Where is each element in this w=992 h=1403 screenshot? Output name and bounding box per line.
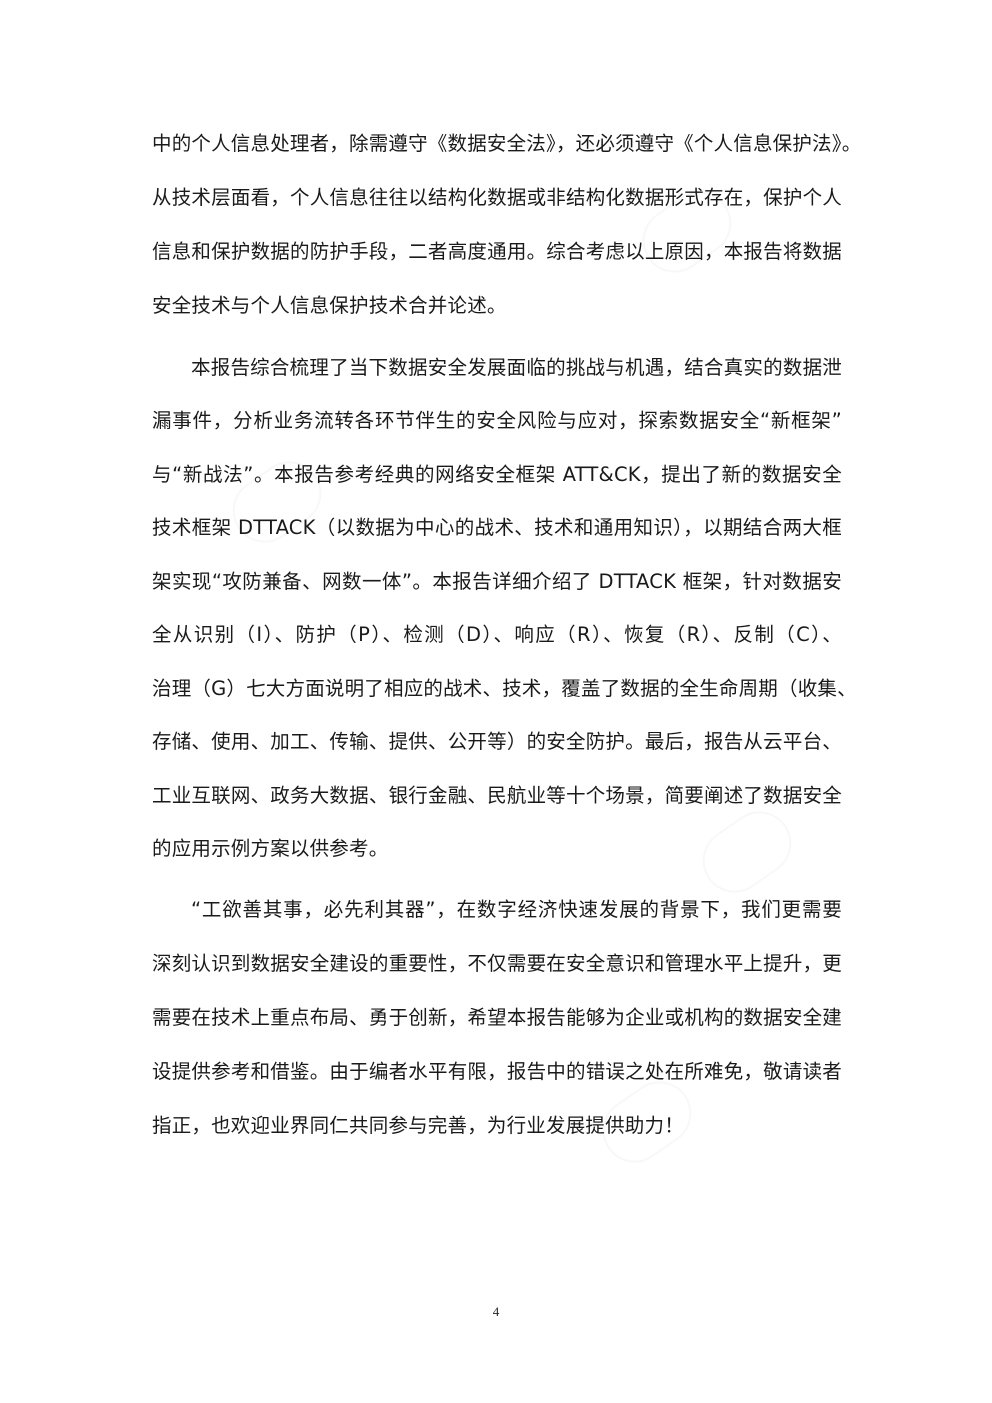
body-text-line: 技术框架 DTTACK（以数据为中心的战术、技术和通用知识），以期结合两大框 bbox=[152, 516, 842, 539]
body-text-line: 中的个人信息处理者，除需遵守《数据安全法》，还必须遵守《个人信息保护法》。 bbox=[152, 132, 862, 155]
body-text-line: 工业互联网、政务大数据、银行金融、民航业等十个场景，简要阐述了数据安全 bbox=[152, 784, 842, 807]
body-text-line: “工欲善其事，必先利其器”，在数字经济快速发展的背景下，我们更需要 bbox=[191, 898, 842, 921]
body-text-line: 需要在技术上重点布局、勇于创新，希望本报告能够为企业或机构的数据安全建 bbox=[152, 1006, 842, 1029]
body-text-line: 指正，也欢迎业界同仁共同参与完善，为行业发展提供助力！ bbox=[152, 1114, 684, 1137]
body-text-line: 存储、使用、加工、传输、提供、公开等）的安全防护。最后，报告从云平台、 bbox=[152, 730, 842, 753]
body-text-line: 从技术层面看，个人信息往往以结构化数据或非结构化数据形式存在，保护个人 bbox=[152, 186, 842, 209]
body-text-line: 漏事件，分析业务流转各环节伴生的安全风险与应对，探索数据安全“新框架” bbox=[152, 409, 842, 432]
body-text-line: 治理（G）七大方面说明了相应的战术、技术，覆盖了数据的全生命周期（收集、 bbox=[152, 677, 857, 700]
body-text-line: 深刻认识到数据安全建设的重要性，不仅需要在安全意识和管理水平上提升，更 bbox=[152, 952, 842, 975]
body-text-line: 全从识别（I）、防护（P）、检测（D）、响应（R）、恢复（R）、反制（C）、 bbox=[152, 623, 842, 646]
body-text-line: 与“新战法”。本报告参考经典的网络安全框架 ATT&CK，提出了新的数据安全 bbox=[152, 463, 842, 486]
body-text-line: 信息和保护数据的防护手段，二者高度通用。综合考虑以上原因，本报告将数据 bbox=[152, 240, 842, 263]
body-text-line: 本报告综合梳理了当下数据安全发展面临的挑战与机遇，结合真实的数据泄 bbox=[191, 356, 842, 379]
page-number: 4 bbox=[492, 1304, 500, 1319]
body-text-line: 架实现“攻防兼备、网数一体”。本报告详细介绍了 DTTACK 框架，针对数据安 bbox=[152, 570, 842, 593]
body-text-line: 设提供参考和借鉴。由于编者水平有限，报告中的错误之处在所难免，敬请读者 bbox=[152, 1060, 842, 1083]
body-text-line: 的应用示例方案以供参考。 bbox=[152, 837, 389, 860]
body-text-line: 安全技术与个人信息保护技术合并论述。 bbox=[152, 294, 507, 317]
